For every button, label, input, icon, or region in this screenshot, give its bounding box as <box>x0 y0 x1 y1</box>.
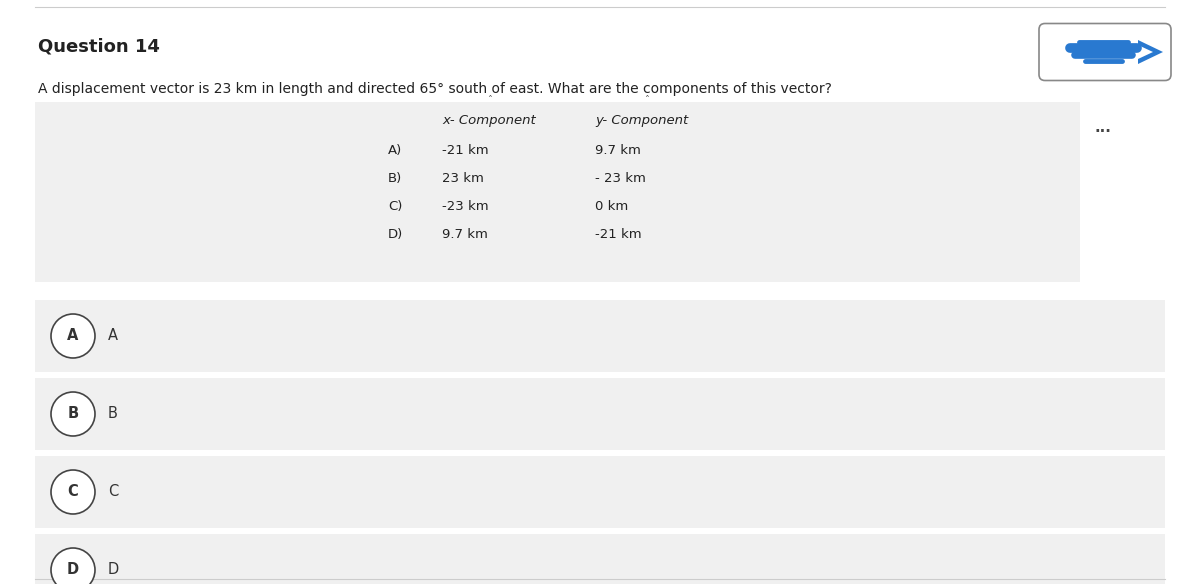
Polygon shape <box>1138 40 1163 64</box>
FancyBboxPatch shape <box>35 102 1080 282</box>
Circle shape <box>50 314 95 358</box>
Text: A: A <box>67 328 79 343</box>
Text: x- Component: x- Component <box>442 114 535 127</box>
Text: - 23 km: - 23 km <box>595 172 646 185</box>
Text: Question 14: Question 14 <box>38 38 160 56</box>
Text: A: A <box>108 328 118 343</box>
Text: 9.7 km: 9.7 km <box>595 144 641 157</box>
Text: y- Component: y- Component <box>595 114 689 127</box>
Text: -23 km: -23 km <box>442 200 488 213</box>
Text: A displacement vector is 23 km in length and directed 65° south of east. What ar: A displacement vector is 23 km in length… <box>38 82 832 96</box>
Circle shape <box>50 392 95 436</box>
Text: A): A) <box>388 144 402 157</box>
Text: D): D) <box>388 228 403 241</box>
FancyBboxPatch shape <box>35 378 1165 450</box>
Text: C: C <box>67 485 78 499</box>
Text: ˆ: ˆ <box>487 96 492 106</box>
Text: B: B <box>67 406 78 422</box>
FancyBboxPatch shape <box>35 534 1165 584</box>
Text: -21 km: -21 km <box>595 228 642 241</box>
Text: C: C <box>108 485 119 499</box>
Text: 9.7 km: 9.7 km <box>442 228 488 241</box>
Text: D: D <box>67 562 79 578</box>
Circle shape <box>50 470 95 514</box>
Text: B): B) <box>388 172 402 185</box>
Text: 0 km: 0 km <box>595 200 629 213</box>
Text: D: D <box>108 562 119 578</box>
Circle shape <box>50 548 95 584</box>
Text: 23 km: 23 km <box>442 172 484 185</box>
FancyBboxPatch shape <box>35 300 1165 372</box>
FancyBboxPatch shape <box>1039 23 1171 81</box>
Text: ...: ... <box>1096 120 1112 135</box>
Text: -21 km: -21 km <box>442 144 488 157</box>
Text: ˆ: ˆ <box>644 96 649 106</box>
Text: B: B <box>108 406 118 422</box>
FancyBboxPatch shape <box>35 456 1165 528</box>
Text: C): C) <box>388 200 402 213</box>
